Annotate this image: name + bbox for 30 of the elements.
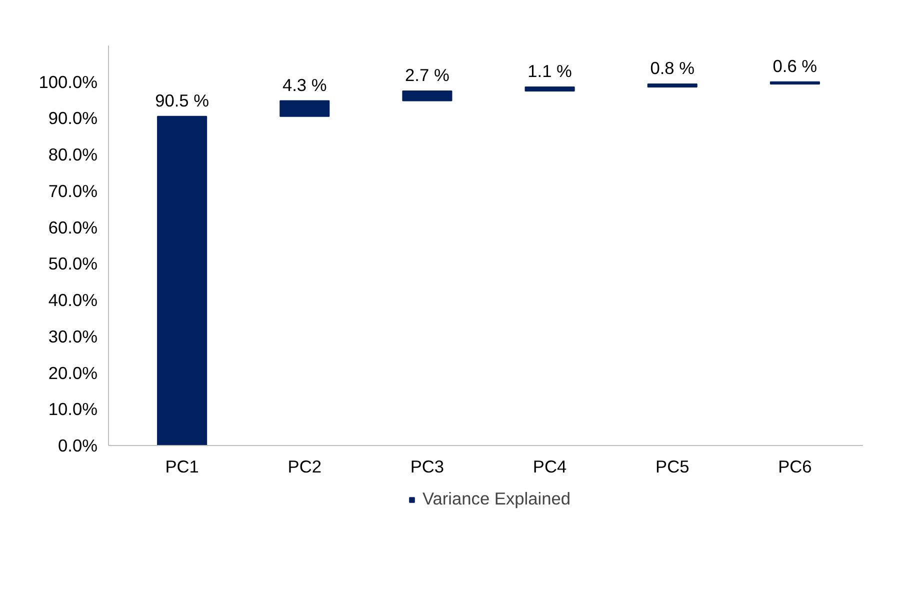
y-tick-label: 40.0%	[48, 290, 98, 310]
bar	[402, 90, 452, 102]
y-tick-label: 30.0%	[48, 326, 98, 346]
y-tick-label: 100.0%	[38, 72, 98, 92]
y-tick-label: 0.0%	[58, 436, 98, 456]
bar	[280, 100, 330, 117]
data-label: 90.5 %	[155, 90, 210, 110]
y-tick-label: 50.0%	[48, 254, 98, 274]
y-tick-label: 60.0%	[48, 217, 98, 238]
y-tick-label: 80.0%	[48, 144, 98, 165]
bar	[157, 116, 208, 446]
data-label: 0.8 %	[650, 58, 695, 78]
data-label: 0.6 %	[772, 56, 818, 76]
x-tick-label: PC3	[410, 456, 444, 476]
x-tick-label: PC1	[165, 456, 199, 476]
y-tick-label: 10.0%	[48, 399, 98, 420]
y-tick-label: 20.0%	[48, 362, 98, 383]
x-tick-label: PC4	[532, 456, 568, 476]
x-tick-label: PC6	[778, 456, 812, 476]
x-tick-label: PC2	[288, 456, 322, 476]
bar	[647, 84, 698, 88]
x-tick-label: PC5	[656, 456, 690, 476]
bar	[770, 81, 820, 85]
bar	[524, 86, 575, 92]
y-tick-label: 90.0%	[48, 108, 98, 128]
data-label: 4.3 %	[282, 74, 327, 95]
legend-label: Variance Explained	[422, 488, 571, 510]
y-tick-label: 70.0%	[48, 180, 98, 201]
data-label: 1.1 %	[528, 60, 572, 81]
data-label: 2.7 %	[405, 64, 450, 85]
